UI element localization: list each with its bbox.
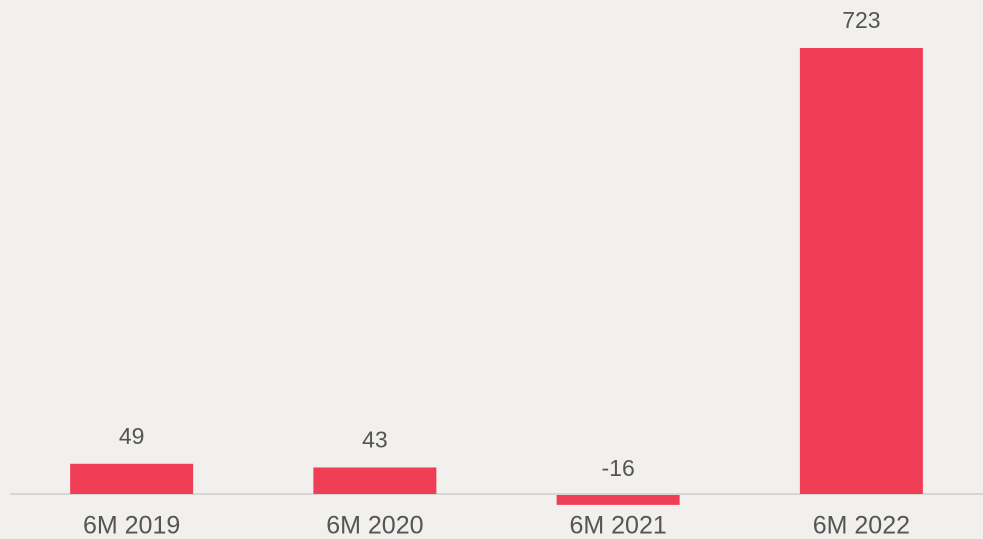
value-label: -16 [602, 455, 635, 481]
bar [313, 467, 437, 494]
bar [799, 48, 923, 494]
value-label: 723 [842, 7, 880, 33]
bar [556, 495, 680, 505]
x-tick-label: 6M 2019 [83, 512, 180, 539]
value-label: 49 [119, 423, 145, 449]
x-tick-label: 6M 2021 [569, 512, 666, 539]
x-tick-label: 6M 2020 [326, 512, 423, 539]
x-tick-label: 6M 2022 [813, 512, 910, 539]
value-label: 43 [362, 427, 388, 453]
bar [70, 463, 194, 494]
